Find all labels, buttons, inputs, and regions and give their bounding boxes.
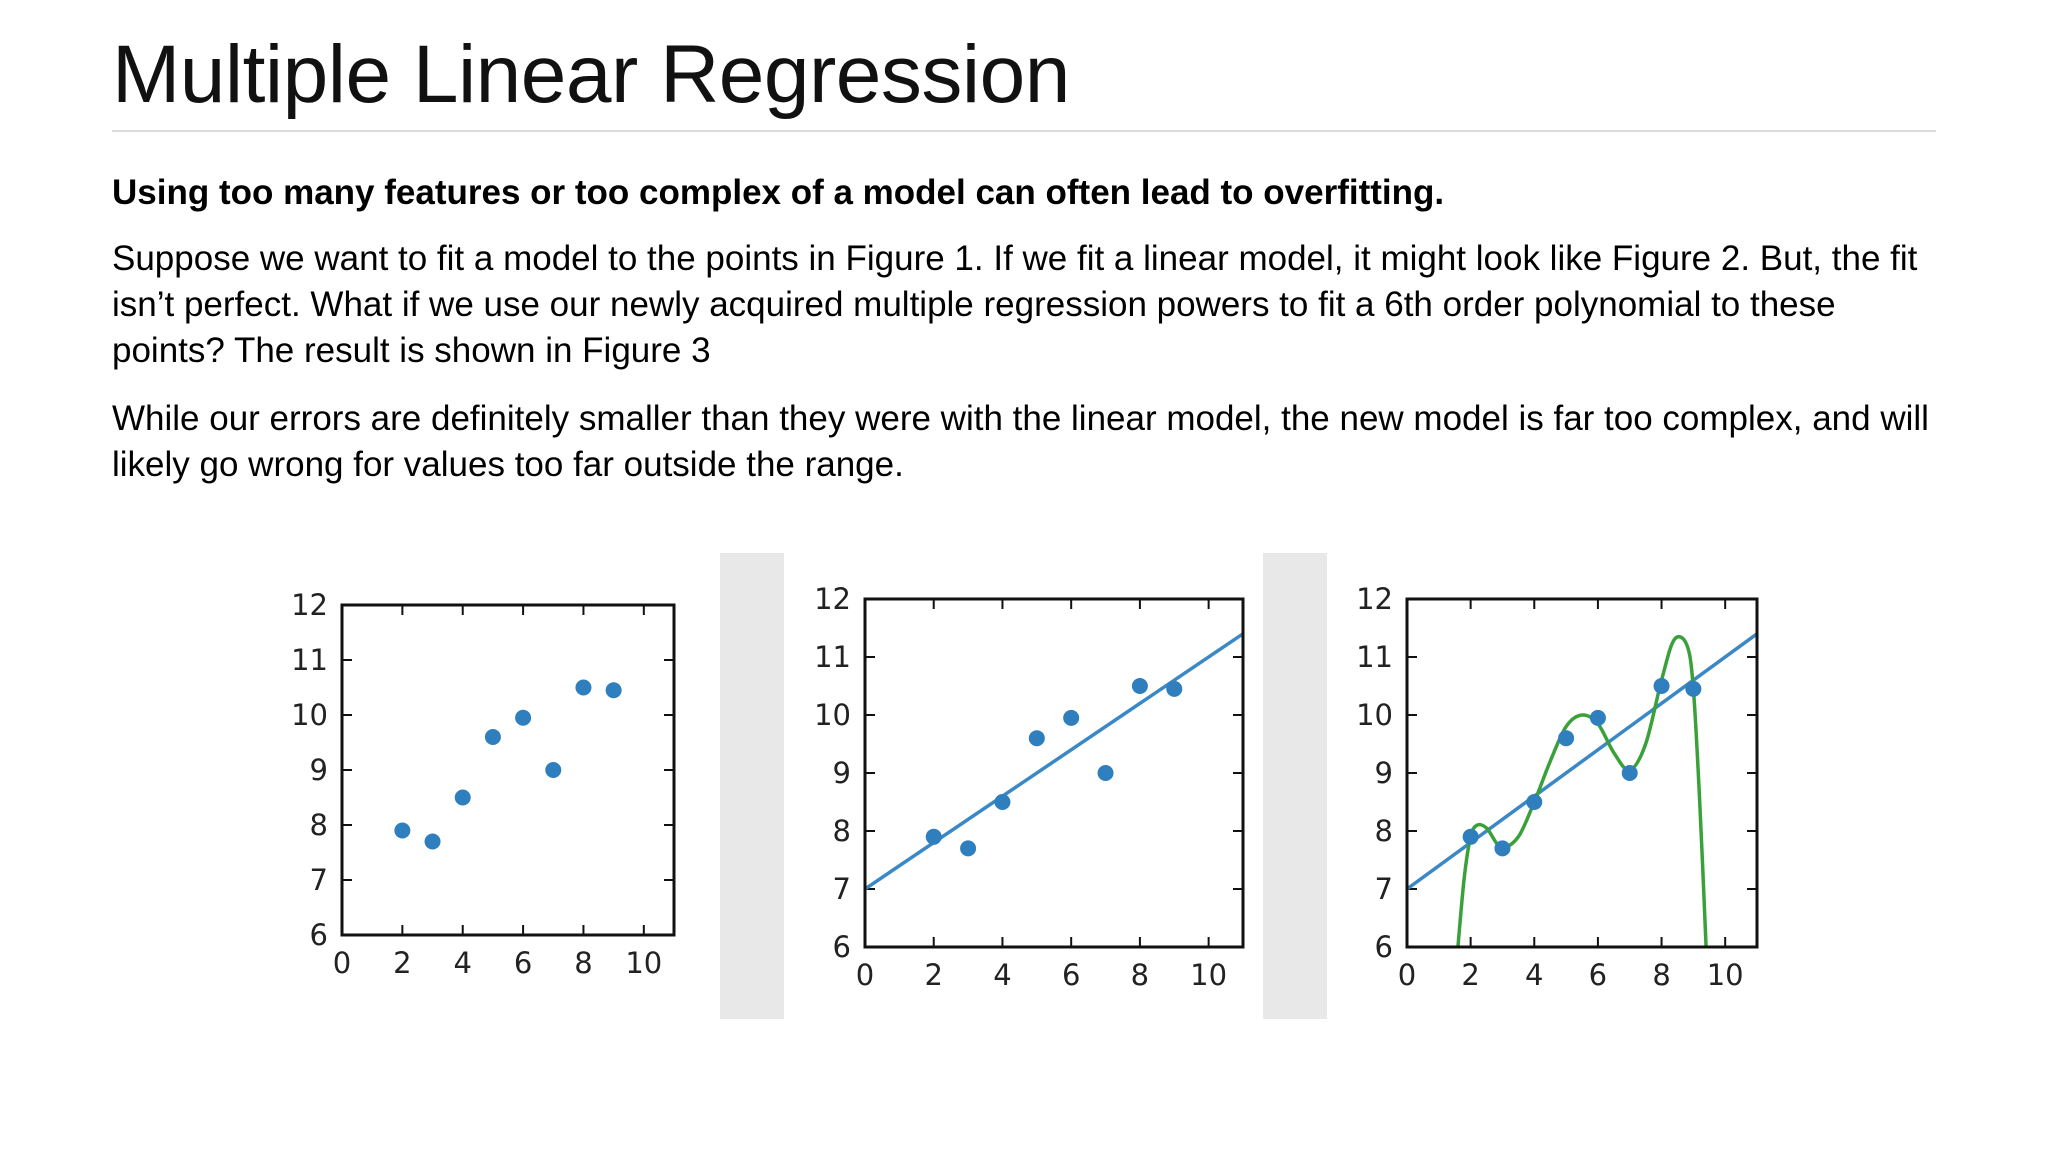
data-point bbox=[1462, 828, 1479, 845]
y-tick-label: 11 bbox=[291, 643, 328, 677]
data-point bbox=[1621, 765, 1638, 781]
y-tick-label: 9 bbox=[310, 753, 328, 787]
x-tick-label: 8 bbox=[1652, 958, 1670, 992]
x-tick-label: 6 bbox=[1589, 958, 1607, 992]
x-tick-label: 0 bbox=[333, 946, 351, 980]
plot-frame bbox=[340, 603, 676, 937]
figure-2-linear-fit-chart: 0 2 4 6 8 10 6 7 8 9 10 11 12 bbox=[814, 582, 1245, 992]
x-tick-label: 8 bbox=[574, 946, 592, 980]
paragraph-fit-explanation: Suppose we want to fit a model to the po… bbox=[112, 239, 1918, 370]
figure-separator bbox=[720, 553, 784, 1019]
title-divider bbox=[112, 130, 1936, 132]
x-tick-label: 0 bbox=[1398, 958, 1416, 992]
linear-fit-line bbox=[865, 632, 1243, 891]
data-point bbox=[484, 729, 501, 745]
x-tick-label: 4 bbox=[454, 946, 472, 980]
slide-title: Multiple Linear Regression bbox=[112, 29, 1070, 120]
x-tick-label: 4 bbox=[1525, 958, 1543, 992]
y-tick-label: 10 bbox=[291, 698, 328, 732]
data-point bbox=[424, 833, 441, 850]
data-point bbox=[994, 794, 1011, 810]
x-tick-label: 0 bbox=[856, 958, 874, 992]
y-tick-label: 12 bbox=[814, 582, 851, 616]
x-tick-label: 6 bbox=[1062, 958, 1080, 992]
y-tick-label: 12 bbox=[1356, 582, 1393, 616]
y-tick-label: 7 bbox=[310, 863, 328, 897]
x-tick-label: 10 bbox=[1190, 958, 1227, 992]
y-tick-label: 7 bbox=[833, 872, 851, 906]
figure-separator bbox=[1263, 553, 1327, 1019]
data-point bbox=[1494, 840, 1511, 857]
lead-statement: Using too many features or too complex o… bbox=[112, 173, 1445, 212]
y-tick-label: 11 bbox=[814, 640, 851, 674]
y-tick-label: 8 bbox=[833, 814, 851, 848]
y-tick-label: 6 bbox=[833, 930, 851, 964]
data-point bbox=[1063, 709, 1080, 726]
x-tick-label: 2 bbox=[925, 958, 943, 992]
data-point bbox=[1028, 730, 1045, 747]
plot-frame bbox=[863, 597, 1245, 949]
paragraph-overfit-warning: While our errors are definitely smaller … bbox=[112, 399, 1929, 484]
linear-fit-line bbox=[1407, 632, 1757, 891]
data-point bbox=[1097, 765, 1114, 781]
polynomial-fit-curve bbox=[1456, 634, 1708, 947]
x-tick-label: 10 bbox=[1707, 958, 1744, 992]
y-tick-label: 10 bbox=[1356, 698, 1393, 732]
figure-1-scatter-chart: 0 2 4 6 8 10 6 7 8 9 10 11 12 bbox=[291, 588, 676, 980]
data-point bbox=[925, 828, 942, 845]
data-point bbox=[1558, 730, 1575, 747]
data-point bbox=[1685, 680, 1702, 697]
y-tick-label: 12 bbox=[291, 588, 328, 622]
y-tick-label: 6 bbox=[1375, 930, 1393, 964]
x-tick-label: 6 bbox=[514, 946, 532, 980]
data-point bbox=[515, 709, 532, 726]
plot-frame bbox=[1405, 597, 1759, 949]
x-tick-label: 2 bbox=[393, 946, 411, 980]
y-tick-label: 6 bbox=[310, 918, 328, 952]
y-tick-label: 9 bbox=[1375, 756, 1393, 790]
data-point bbox=[454, 789, 471, 806]
data-point bbox=[575, 679, 592, 696]
data-point bbox=[1526, 794, 1543, 810]
x-tick-label: 2 bbox=[1461, 958, 1479, 992]
x-tick-label: 4 bbox=[993, 958, 1011, 992]
y-tick-label: 10 bbox=[814, 698, 851, 732]
data-point bbox=[394, 822, 411, 839]
y-tick-label: 11 bbox=[1356, 640, 1393, 674]
x-tick-label: 10 bbox=[625, 946, 662, 980]
x-tick-label: 8 bbox=[1131, 958, 1149, 992]
data-point bbox=[1131, 678, 1148, 694]
data-point bbox=[1653, 678, 1670, 694]
y-tick-label: 7 bbox=[1375, 872, 1393, 906]
data-point bbox=[605, 682, 622, 699]
figure-3-polynomial-fit-chart: 0 2 4 6 8 10 6 7 8 9 10 11 12 bbox=[1356, 582, 1759, 992]
y-tick-label: 8 bbox=[310, 808, 328, 842]
data-point bbox=[1166, 680, 1183, 697]
y-tick-label: 9 bbox=[833, 756, 851, 790]
y-tick-label: 8 bbox=[1375, 814, 1393, 848]
data-point bbox=[1589, 709, 1606, 726]
data-point bbox=[545, 762, 562, 778]
data-point bbox=[960, 840, 977, 857]
